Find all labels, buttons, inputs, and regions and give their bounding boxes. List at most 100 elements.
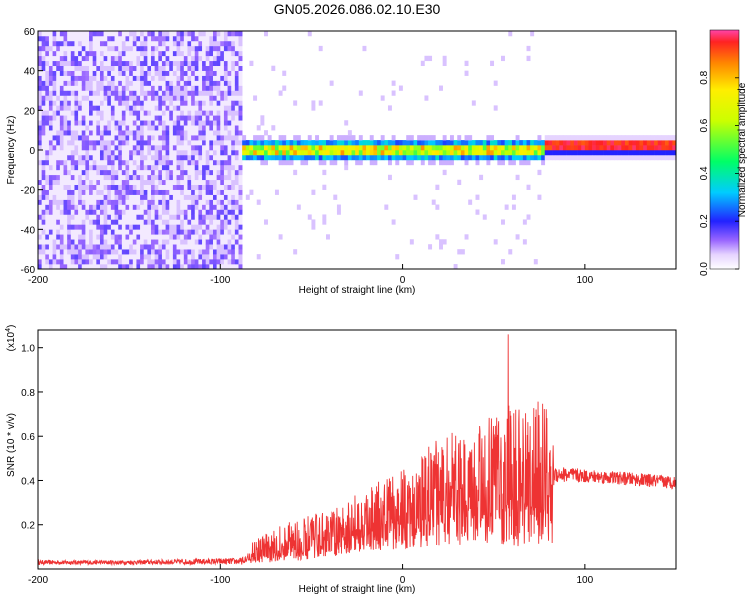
spectrogram-cell	[406, 145, 411, 151]
spectrogram-cell	[70, 194, 75, 200]
spectrogram-cell	[92, 169, 97, 176]
spectrogram-cell	[103, 204, 108, 210]
spectrogram-cell	[78, 219, 83, 225]
spectrogram-cell	[242, 140, 247, 146]
spectrogram-cell	[296, 154, 301, 161]
spectrogram-cell	[355, 140, 360, 146]
spectrogram-cell	[194, 60, 199, 67]
spectrogram-cell	[216, 90, 221, 96]
spectrogram-cell	[74, 105, 79, 111]
spectrogram-cell	[187, 31, 192, 37]
figure-title: GN05.2026.086.02.10.E30	[274, 1, 441, 17]
spectrogram-cell	[205, 45, 210, 52]
spectrogram-cell	[191, 80, 196, 86]
spectrogram-cell	[183, 110, 188, 116]
spectrogram-cell	[63, 159, 68, 166]
spectrogram-cell	[216, 150, 221, 156]
spectrogram-cell	[103, 40, 108, 47]
spectrogram-cell	[48, 249, 53, 255]
spectrogram-cell	[114, 45, 119, 52]
spectrogram-cell	[172, 179, 177, 186]
spectrogram-cell	[59, 199, 64, 205]
spectrogram-cell	[59, 65, 64, 71]
spectrogram-cell	[632, 150, 637, 156]
spectrogram-cell	[194, 110, 199, 116]
spectrogram-cell	[52, 70, 57, 76]
spectrogram-cell	[238, 169, 243, 176]
spectrogram-cell	[231, 140, 236, 146]
spectrogram-cell	[151, 259, 155, 265]
spectrogram-cell	[315, 150, 320, 156]
spectrogram-cell	[209, 105, 214, 111]
spectrogram-cell	[85, 159, 90, 166]
spectrogram-cell	[501, 55, 505, 62]
spectrogram-cell	[132, 140, 137, 146]
spectrogram-cell	[125, 75, 130, 81]
spectrogram-cell	[351, 154, 356, 161]
spectrogram-cell	[559, 145, 564, 151]
spectrogram-cell	[107, 55, 112, 62]
spectrogram-cell	[110, 244, 115, 250]
spectrogram-cell	[169, 85, 174, 91]
spectrogram-cell	[110, 55, 115, 62]
spectrogram-cell	[92, 95, 97, 101]
spectrogram-cell	[216, 80, 221, 86]
spectrogram-cell	[504, 150, 509, 156]
spectrogram-cell	[256, 140, 261, 146]
spectrogram-cell	[205, 40, 210, 47]
spectrogram-cell	[296, 145, 301, 151]
spectrogram-cell	[121, 100, 126, 106]
spectrogram-cell	[99, 174, 104, 181]
snr-frame	[37, 329, 677, 570]
spectrogram-cell	[56, 120, 61, 126]
spectrogram-cell	[107, 145, 112, 151]
spectrogram-cell	[132, 264, 137, 269]
spectrogram-cell	[172, 199, 177, 205]
spectrogram-cell	[180, 50, 185, 57]
spectrogram-cell	[110, 239, 115, 245]
spectrogram-cell	[143, 259, 148, 265]
spectrogram-cell	[238, 115, 243, 121]
spectrogram-cell	[107, 244, 112, 250]
spectrogram-cell	[129, 199, 134, 205]
spectrogram-cell	[114, 164, 119, 171]
spectrogram-cell	[38, 234, 42, 240]
spectrogram-cell	[59, 194, 64, 200]
spectrogram-cell	[143, 184, 148, 190]
spectrogram-cell	[70, 85, 75, 91]
spectrogram-cell	[336, 209, 341, 215]
spectrogram-cell	[99, 140, 104, 146]
spectrogram-cell	[165, 219, 170, 225]
spectrogram-cell	[212, 125, 217, 131]
spectrogram-cell	[351, 150, 356, 156]
spectrogram-cell	[180, 244, 185, 250]
spectrogram-cell	[526, 150, 531, 156]
spectrogram-cell	[67, 35, 72, 42]
spectrogram-cell	[449, 135, 454, 141]
spectrogram-cell	[606, 154, 611, 161]
spectrogram-cell	[147, 110, 152, 116]
spectrogram-cell	[52, 164, 57, 171]
spectrogram-cell	[212, 65, 217, 71]
spectrogram-cell	[81, 244, 86, 250]
spectrogram-cell	[617, 135, 622, 141]
spectrogram-cell	[205, 174, 210, 181]
spectrogram-cell	[205, 229, 210, 235]
spectrogram-cell	[118, 254, 123, 260]
spectrogram-cell	[161, 209, 166, 215]
spectrogram-cell	[238, 135, 243, 141]
spectrogram-cell	[242, 135, 247, 141]
spectrogram-cell	[238, 80, 243, 86]
spectrogram-cell	[56, 179, 61, 186]
spectrogram-cell	[344, 154, 349, 161]
spectrogram-cell	[169, 70, 174, 76]
spectrogram-cell	[81, 174, 86, 181]
spectrogram-cell	[180, 75, 185, 81]
spectrogram-cell	[183, 259, 188, 265]
spectrogram-cell	[559, 135, 564, 141]
spectrogram-cell	[202, 105, 207, 111]
spectrogram-cell	[121, 125, 126, 131]
spectrogram-cell	[74, 164, 79, 171]
spectrogram-cell	[70, 125, 75, 131]
spectrogram-cell	[74, 259, 79, 265]
